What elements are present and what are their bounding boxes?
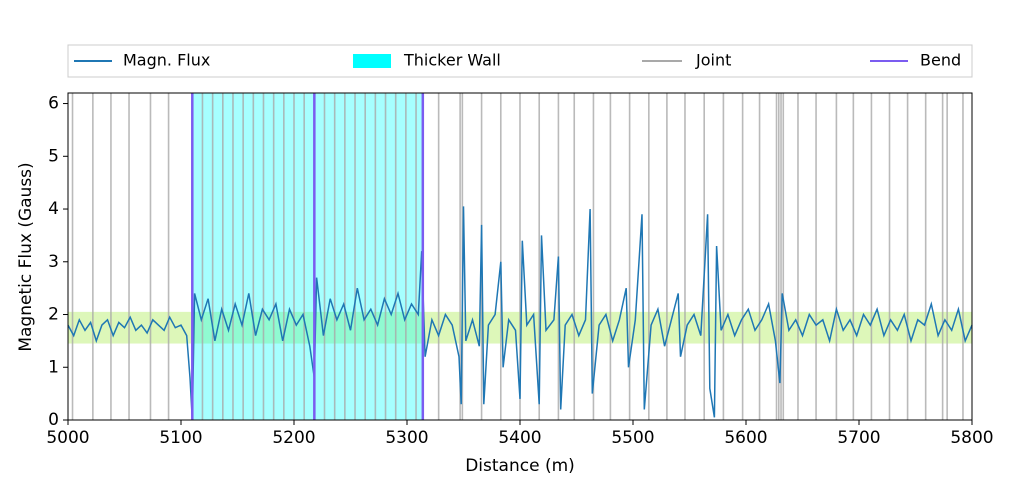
y-tick-label: 0 — [48, 410, 59, 430]
x-tick-label: 5400 — [498, 428, 541, 448]
legend-label: Bend — [920, 51, 961, 70]
y-tick-label: 4 — [48, 199, 59, 219]
x-tick-label: 5100 — [159, 428, 202, 448]
y-tick-label: 1 — [48, 357, 59, 377]
x-tick-label: 5300 — [385, 428, 428, 448]
legend-label: Thicker Wall — [403, 51, 501, 70]
flux-line — [67, 206, 973, 421]
y-tick-label: 5 — [48, 146, 59, 166]
legend-box — [67, 44, 973, 78]
thicker-wall — [192, 93, 423, 420]
y-tick-label: 3 — [48, 252, 59, 272]
x-tick-label: 5500 — [611, 428, 654, 448]
x-tick-label: 5000 — [46, 428, 89, 448]
x-axis-label: Distance (m) — [465, 456, 575, 476]
y-tick-label: 6 — [48, 94, 59, 114]
x-tick-label: 5200 — [272, 428, 315, 448]
legend-swatch — [353, 54, 391, 68]
legend-label: Magn. Flux — [123, 51, 210, 70]
x-tick-label: 5700 — [837, 428, 880, 448]
y-axis-label: Magnetic Flux (Gauss) — [16, 162, 36, 351]
x-tick-label: 5600 — [724, 428, 767, 448]
y-tick-label: 2 — [48, 305, 59, 325]
x-tick-label: 5800 — [950, 428, 993, 448]
legend-label: Joint — [695, 51, 731, 70]
